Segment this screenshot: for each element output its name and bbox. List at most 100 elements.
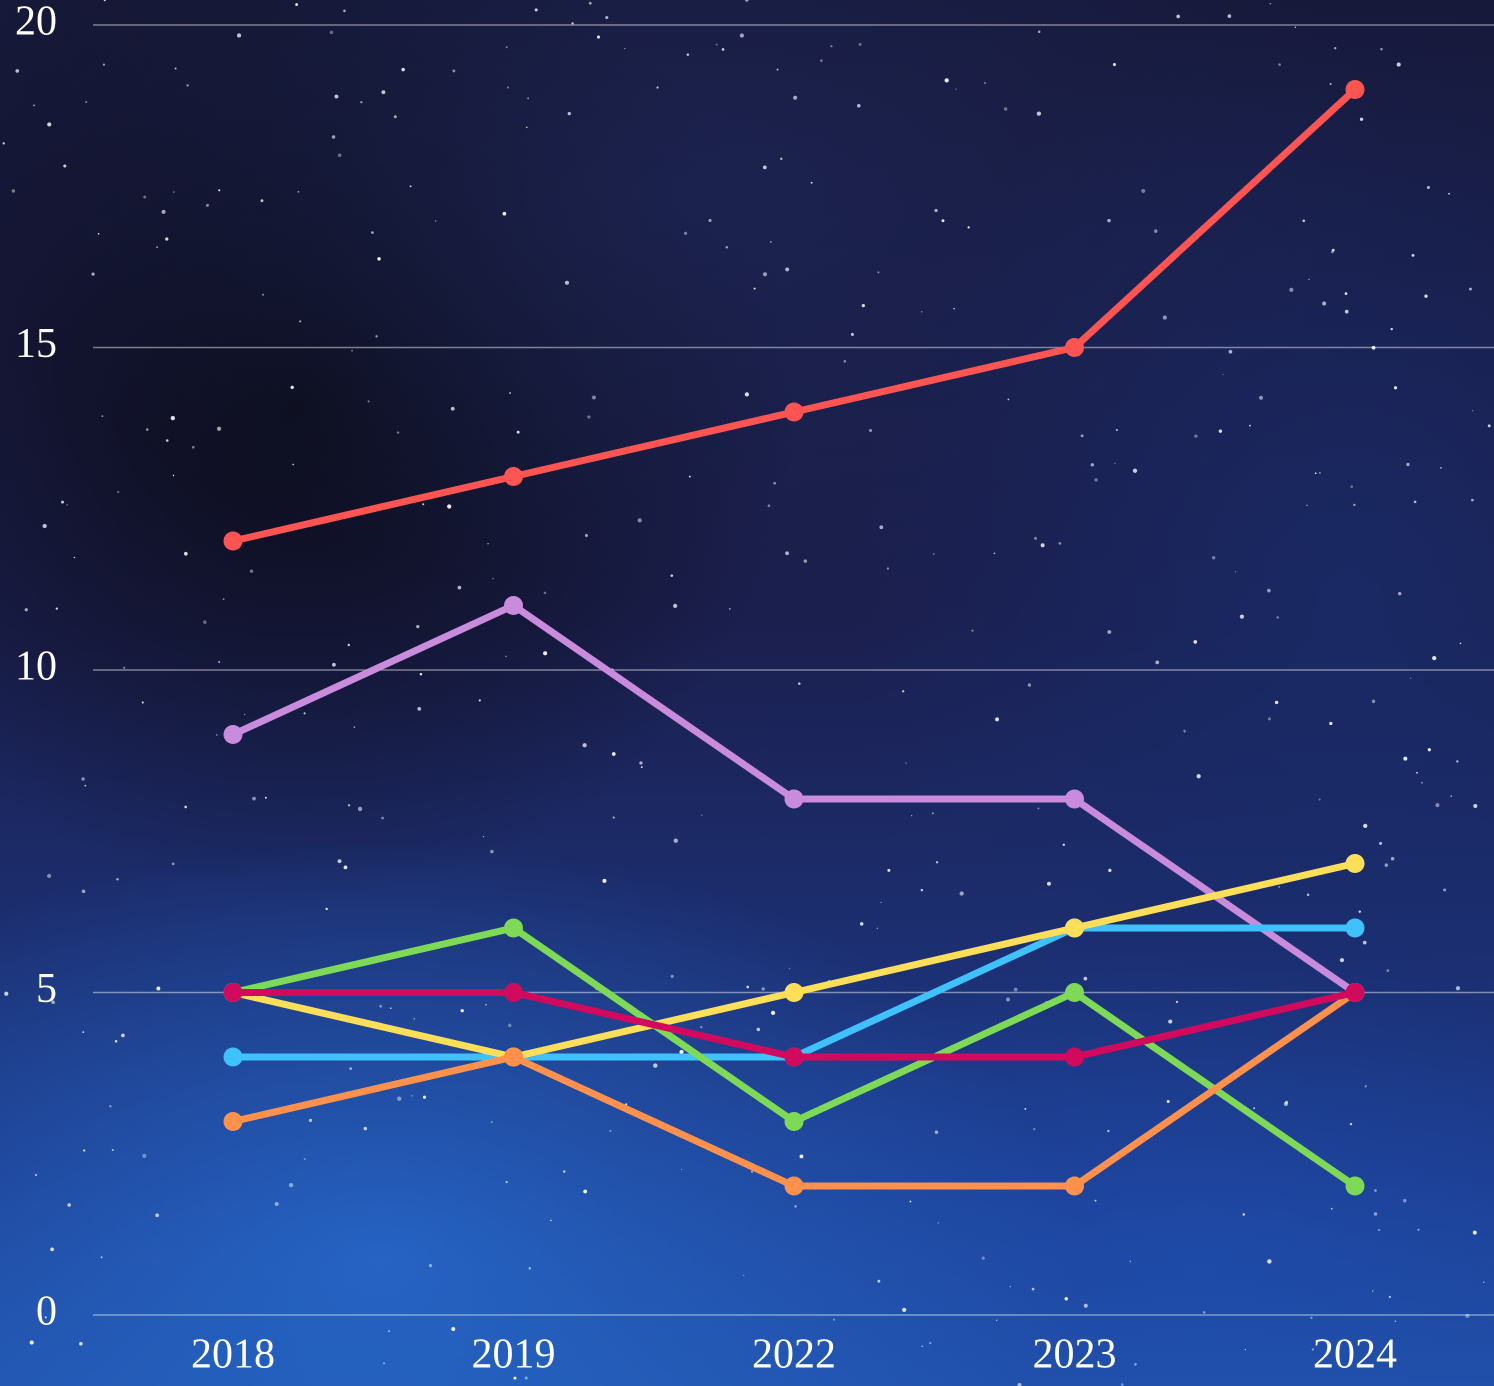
star (881, 902, 882, 903)
data-point (1065, 790, 1084, 809)
star (745, 0, 748, 2)
star (862, 304, 865, 307)
star (1456, 760, 1458, 762)
star (922, 1346, 923, 1347)
star (343, 10, 346, 13)
star (1440, 467, 1442, 469)
data-point (785, 1177, 804, 1196)
star (830, 45, 832, 47)
star (887, 869, 890, 872)
star (877, 1280, 880, 1283)
star (689, 476, 691, 478)
y-tick-label: 15 (15, 321, 57, 367)
star (505, 656, 507, 658)
star (1047, 882, 1051, 886)
series-line (233, 90, 1355, 542)
star (338, 859, 342, 863)
star (1275, 701, 1278, 704)
star (1006, 998, 1010, 1002)
star (360, 101, 362, 103)
star (348, 644, 350, 646)
star (1267, 589, 1271, 593)
page: 0510152020182019202220232024 (() => { co… (0, 0, 1494, 1386)
star (751, 1171, 753, 1173)
star (1193, 640, 1197, 644)
star (701, 815, 702, 816)
star (722, 48, 725, 51)
star (746, 986, 749, 989)
star (1372, 700, 1375, 703)
star (1065, 1297, 1068, 1300)
star (451, 407, 455, 411)
star (375, 335, 377, 337)
star (905, 762, 906, 763)
y-tick-label: 20 (15, 0, 57, 45)
star (1285, 1101, 1288, 1104)
star (793, 96, 797, 100)
star (743, 1275, 744, 1276)
star (1374, 1189, 1377, 1192)
star (364, 1127, 367, 1130)
star (142, 701, 144, 703)
star (716, 44, 718, 46)
star (379, 1005, 382, 1008)
star (461, 1009, 464, 1012)
star (671, 975, 674, 978)
star (1219, 430, 1222, 433)
star (217, 427, 221, 431)
star (1403, 757, 1407, 761)
star (1363, 941, 1367, 945)
star (309, 1119, 312, 1122)
data-point (224, 725, 243, 744)
data-point (1065, 983, 1084, 1002)
data-point (504, 596, 523, 615)
star (877, 271, 879, 273)
star (932, 812, 934, 814)
star (544, 592, 547, 595)
star (844, 360, 847, 363)
star (1374, 1212, 1378, 1216)
star (505, 1181, 507, 1183)
star (109, 1105, 111, 1107)
star (687, 53, 689, 55)
star (1488, 424, 1491, 427)
star (1345, 310, 1349, 314)
data-point (785, 790, 804, 809)
star (223, 598, 225, 600)
star (173, 191, 175, 193)
x-tick-label: 2022 (752, 1332, 836, 1378)
star (763, 272, 767, 276)
star (1176, 15, 1180, 19)
star (860, 922, 864, 926)
data-point (224, 1048, 243, 1067)
star (773, 482, 776, 485)
star (1412, 254, 1415, 257)
data-point (224, 983, 243, 1002)
star (1378, 1229, 1380, 1231)
data-point (785, 983, 804, 1002)
star (101, 1256, 103, 1258)
star (332, 135, 335, 138)
star (338, 153, 342, 157)
star (354, 726, 356, 728)
star (368, 400, 370, 402)
star (994, 552, 996, 554)
star (175, 67, 177, 69)
star (1004, 107, 1007, 110)
star (1270, 3, 1272, 5)
star (1329, 722, 1332, 725)
data-point (785, 1112, 804, 1131)
star (1394, 386, 1397, 389)
star (262, 294, 264, 296)
star (780, 158, 782, 160)
star (1363, 824, 1367, 828)
star (1014, 988, 1018, 992)
star (902, 690, 904, 692)
star (250, 569, 253, 572)
data-point (785, 403, 804, 422)
star (1350, 1123, 1352, 1125)
star (1319, 799, 1321, 801)
star (910, 1201, 912, 1203)
star (483, 836, 484, 837)
star (1302, 219, 1305, 222)
